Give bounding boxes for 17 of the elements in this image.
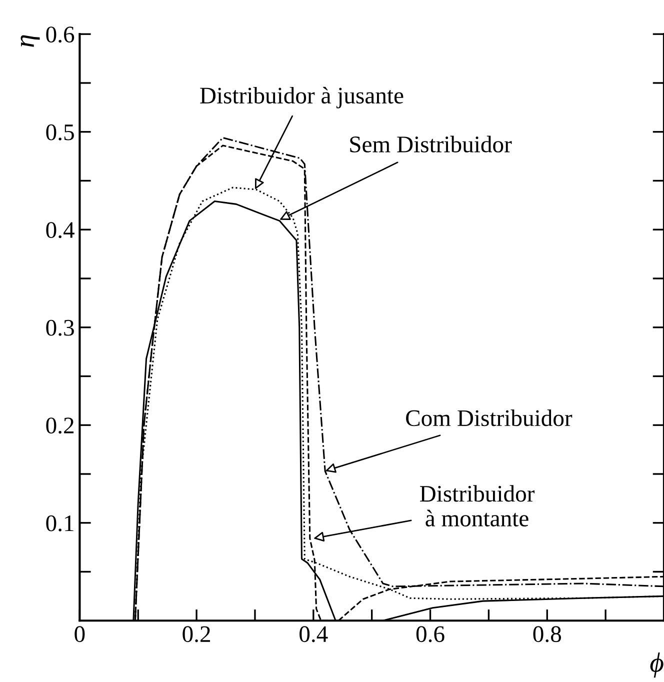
y-tick-label: 0.4 bbox=[46, 222, 74, 238]
y-tick-label: 0.6 bbox=[46, 26, 74, 43]
x-tick-label: 0.2 bbox=[182, 626, 210, 642]
y-tick-label: 0.3 bbox=[46, 320, 74, 336]
y-tick-label: 0.2 bbox=[46, 418, 74, 434]
x-axis-title: ϕ bbox=[650, 652, 664, 678]
x-tick-label: 0 bbox=[74, 626, 85, 642]
y-axis-title: η bbox=[20, 35, 40, 47]
annotation: Distribuidor à jusante bbox=[200, 86, 404, 108]
annotation: Sem Distribuidor bbox=[350, 136, 512, 152]
y-tick-label: 0.5 bbox=[46, 124, 74, 140]
annotation: Distribuidor à montante bbox=[420, 485, 535, 526]
annotation: Com Distribuidor bbox=[406, 410, 572, 426]
y-tick-label: 0.1 bbox=[46, 515, 74, 532]
x-tick-label: 0.8 bbox=[533, 626, 561, 642]
x-tick-label: 0.6 bbox=[416, 626, 444, 642]
x-tick-label: 0.4 bbox=[300, 626, 328, 642]
